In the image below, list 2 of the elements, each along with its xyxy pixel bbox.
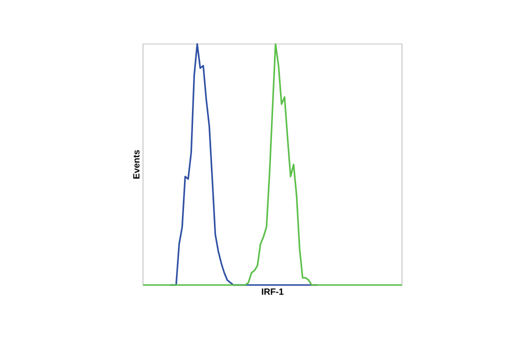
y-axis-title: Events — [133, 150, 140, 179]
x-axis-title: IRF-1 — [262, 288, 284, 295]
